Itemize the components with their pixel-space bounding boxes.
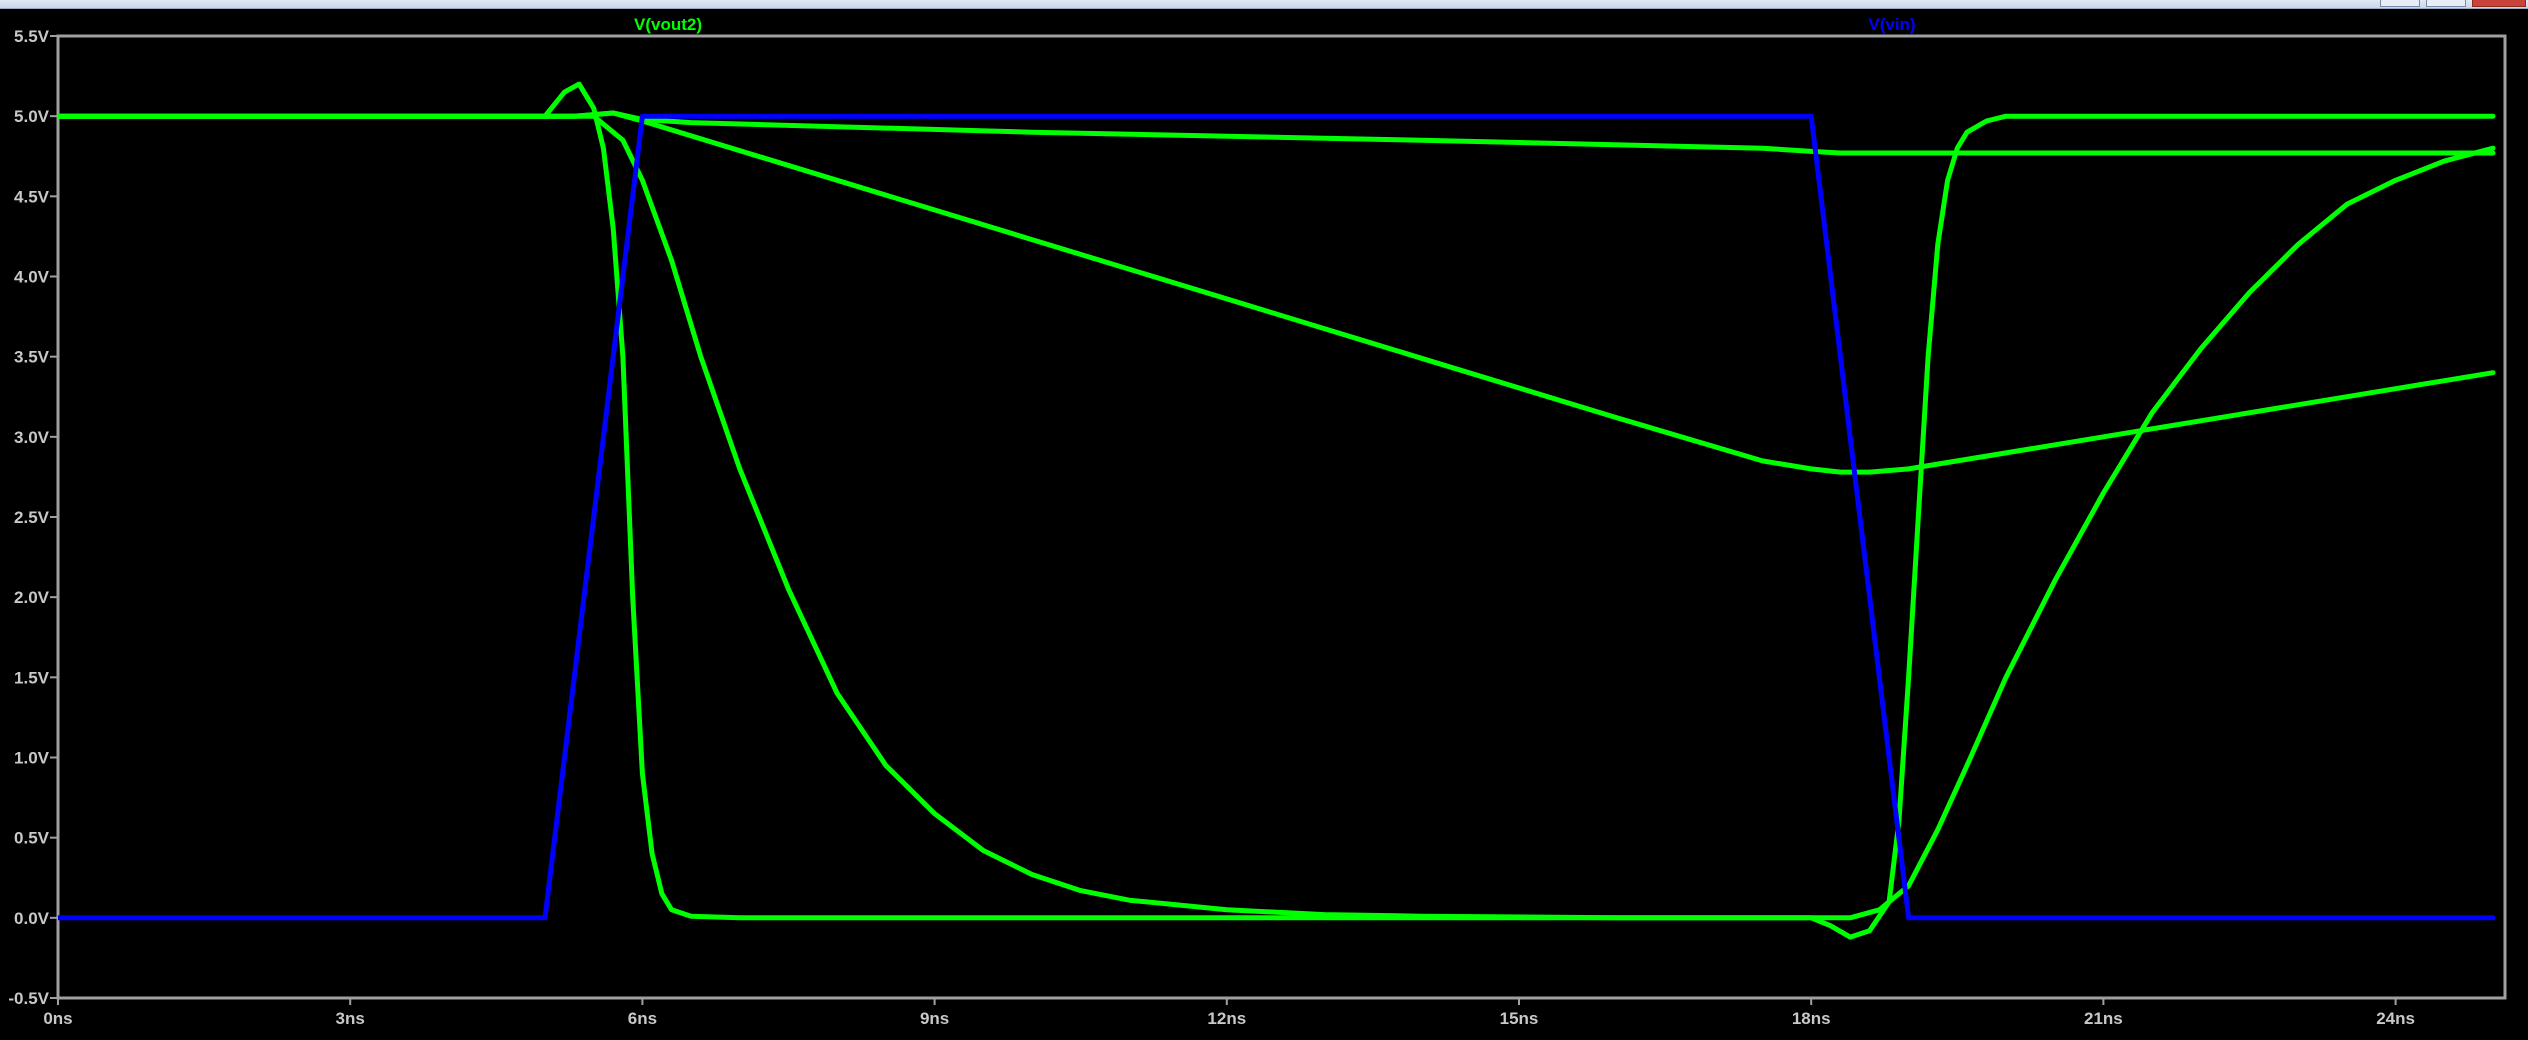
y-axis: 5.5V 5.0V 4.5V 4.0V 3.5V 3.0V 2.5V 2.0V 1.5V 1.0V… bbox=[8, 27, 58, 1008]
waveform-chart[interactable]: 0ns 3ns 6ns 9ns 12ns 15ns 18ns 21ns 24ns 5.5V 5.0… bbox=[0, 9, 2528, 1040]
y-tick-label: 0.5V bbox=[14, 829, 50, 848]
series-layer bbox=[58, 81, 2496, 940]
y-tick-label: 0.0V bbox=[14, 909, 50, 928]
y-tick-label: 1.5V bbox=[14, 668, 50, 687]
y-tick-label: 5.5V bbox=[14, 27, 50, 46]
x-tick-label: 18ns bbox=[1792, 1009, 1831, 1028]
x-axis: 0ns 3ns 6ns 9ns 12ns 15ns 18ns 21ns 24ns bbox=[43, 998, 2415, 1028]
series-trace-1[interactable] bbox=[58, 113, 2496, 921]
series-trace-4[interactable] bbox=[58, 113, 2496, 921]
y-tick-label: 2.5V bbox=[14, 508, 50, 527]
x-tick-label: 9ns bbox=[920, 1009, 949, 1028]
x-tick-label: 15ns bbox=[1500, 1009, 1539, 1028]
y-tick-label: 3.0V bbox=[14, 428, 50, 447]
plot-background bbox=[0, 9, 2528, 1040]
y-tick-label: 5.0V bbox=[14, 107, 50, 126]
legend: V(vout2) V(vin) bbox=[634, 15, 1916, 34]
y-tick-label: 2.0V bbox=[14, 588, 50, 607]
x-tick-label: 12ns bbox=[1207, 1009, 1246, 1028]
y-tick-label: -0.5V bbox=[8, 989, 49, 1008]
waveform-plot-pane[interactable]: 0ns 3ns 6ns 9ns 12ns 15ns 18ns 21ns 24ns 5.5V 5.0… bbox=[0, 9, 2528, 1040]
series-trace-3[interactable] bbox=[58, 110, 2496, 475]
x-tick-label: 6ns bbox=[628, 1009, 657, 1028]
x-tick-label: 24ns bbox=[2376, 1009, 2415, 1028]
y-tick-label: 3.5V bbox=[14, 348, 50, 367]
window-title-bar bbox=[0, 0, 2528, 9]
close-button[interactable] bbox=[2472, 0, 2526, 7]
x-tick-label: 3ns bbox=[336, 1009, 365, 1028]
y-tick-label: 4.0V bbox=[14, 268, 50, 287]
y-tick-label: 4.5V bbox=[14, 187, 50, 206]
minimize-button[interactable] bbox=[2380, 0, 2420, 7]
x-tick-label: 0ns bbox=[43, 1009, 72, 1028]
series-trace-0[interactable] bbox=[58, 81, 2496, 940]
legend-entry[interactable]: V(vout2) bbox=[634, 15, 702, 34]
x-tick-label: 21ns bbox=[2084, 1009, 2123, 1028]
legend-entry[interactable]: V(vin) bbox=[1868, 15, 1915, 34]
y-tick-label: 1.0V bbox=[14, 749, 50, 768]
maximize-button[interactable] bbox=[2426, 0, 2466, 7]
